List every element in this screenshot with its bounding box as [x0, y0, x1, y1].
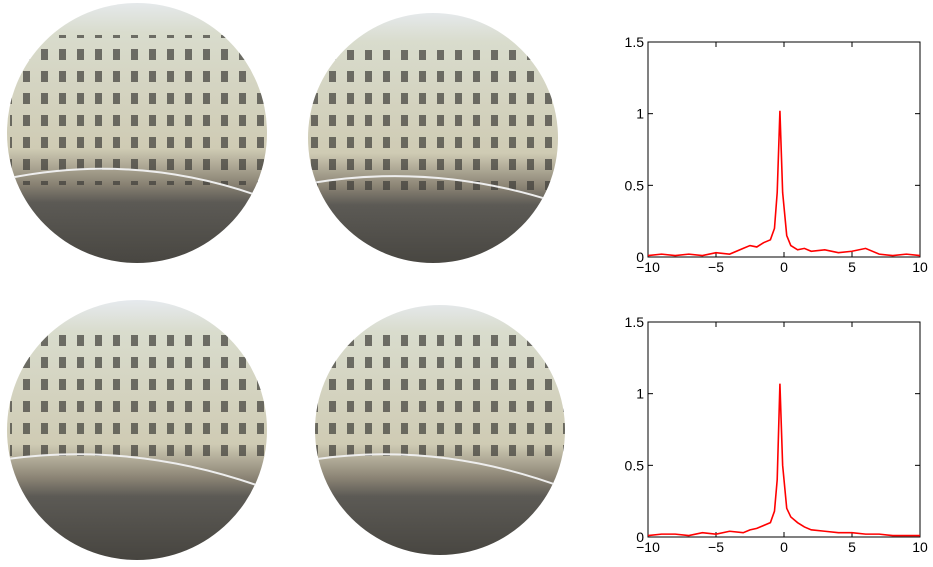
y-tick-label: 0.5: [625, 177, 645, 193]
figure: 00.511.5−10−5051000.511.5−10−50510: [0, 0, 933, 562]
x-tick-label: 10: [912, 259, 928, 275]
fisheye-photo: [0, 300, 270, 562]
x-tick-label: 0: [780, 259, 788, 275]
y-tick-label: 1.5: [625, 314, 645, 330]
x-tick-label: 10: [912, 539, 928, 555]
y-tick-label: 1.5: [625, 34, 645, 50]
x-tick-label: 5: [848, 259, 856, 275]
x-tick-label: −10: [636, 539, 660, 555]
plot-frame: [648, 322, 920, 537]
plot-frame: [648, 42, 920, 257]
fisheye-photo: [300, 10, 570, 270]
x-tick-label: −10: [636, 259, 660, 275]
y-tick-label: 1: [636, 106, 644, 122]
x-tick-label: −5: [708, 259, 724, 275]
x-tick-label: 5: [848, 539, 856, 555]
x-tick-label: −5: [708, 539, 724, 555]
fisheye-photo: [310, 300, 570, 562]
y-tick-label: 1: [636, 386, 644, 402]
y-tick-label: 0.5: [625, 457, 645, 473]
x-tick-label: 0: [780, 539, 788, 555]
fisheye-photo: [0, 0, 270, 270]
